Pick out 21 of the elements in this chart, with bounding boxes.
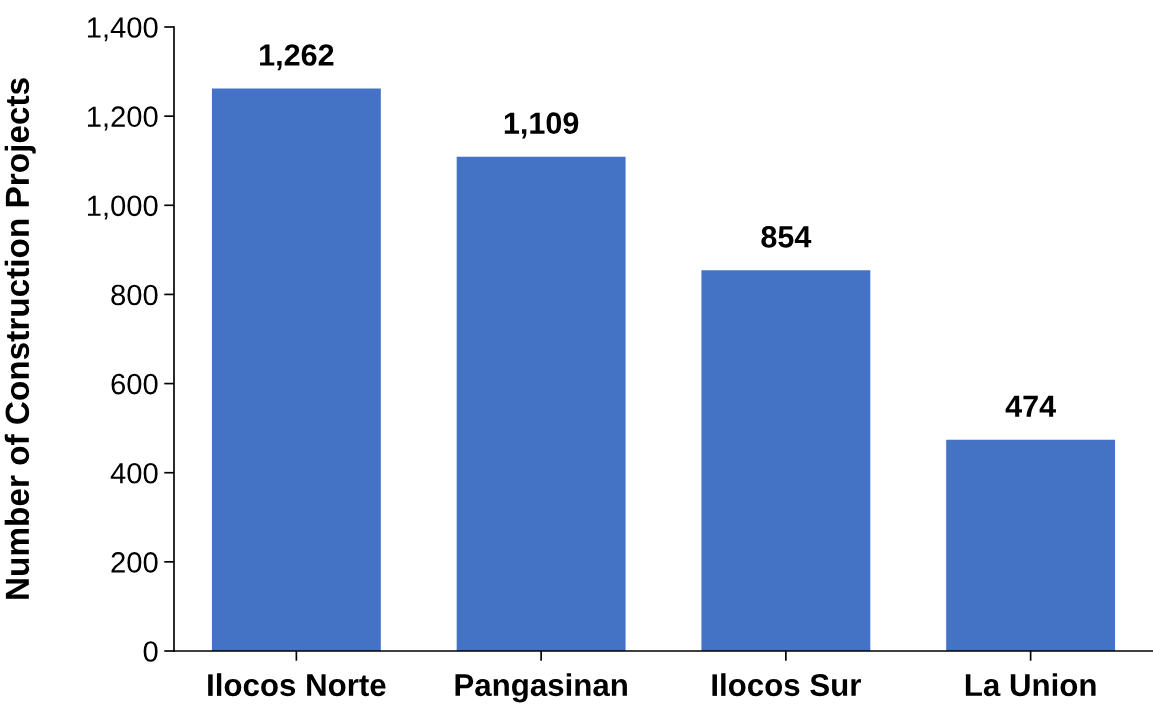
y-tick-label: 1,400 [87,17,158,42]
bar [456,156,626,651]
y-tick-label: 400 [110,462,158,484]
bar [701,270,871,651]
data-label: 854 [761,226,812,248]
bar [211,88,381,651]
data-label: 1,262 [260,44,334,71]
x-tick-label: La Union [965,673,1096,697]
bar [946,439,1116,651]
data-label: 1,109 [504,112,579,139]
y-tick-label: 200 [111,552,158,573]
x-tick-label: Pangasinan [455,673,627,703]
x-tick-label: Ilocos Norte [208,673,386,697]
x-tick-label: Ilocos Sur [712,673,861,697]
y-tick-label: 600 [111,373,158,395]
y-axis-title: Number of Construction Projects [4,78,36,599]
y-tick-label: 0 [143,641,158,662]
data-label: 474 [1005,395,1056,417]
y-tick-label: 1,000 [87,195,158,220]
y-tick-label: 1,200 [87,106,158,131]
y-tick-label: 800 [111,284,158,306]
